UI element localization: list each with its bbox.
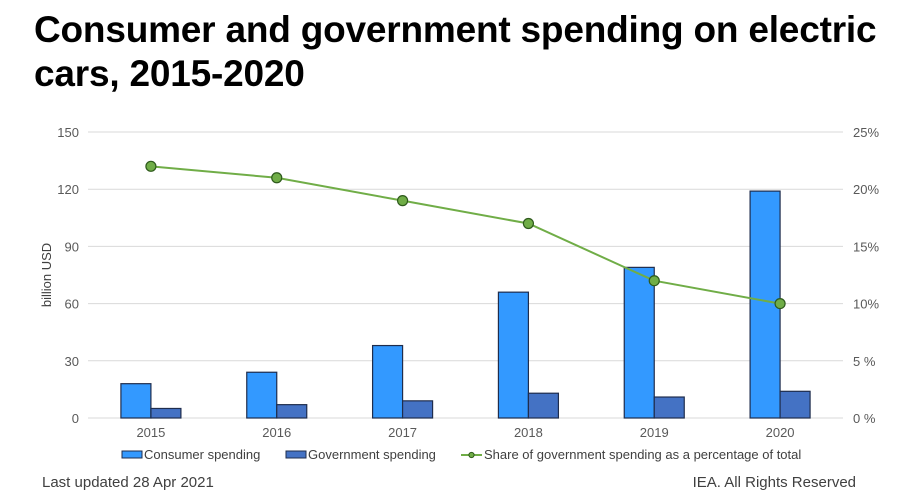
government-spending-bar	[527, 392, 560, 419]
share-point	[271, 172, 283, 184]
legend-swatch-consumer	[121, 450, 143, 459]
bars	[120, 190, 811, 419]
government-spending-bar	[779, 390, 811, 419]
legend-label-government: Government spending	[308, 447, 436, 462]
x-tick-label: 2020	[766, 425, 795, 440]
share-point	[774, 298, 786, 310]
y2-tick-label: 25%	[853, 125, 879, 140]
y2-tick-label: 0 %	[853, 411, 876, 426]
x-tick-label: 2017	[388, 425, 417, 440]
share-line-series	[145, 160, 786, 310]
legend: Consumer spending Government spending Shar…	[121, 447, 801, 462]
right-axis-ticks: 0 % 5 % 10% 15% 20% 25%	[853, 125, 879, 426]
legend-label-consumer: Consumer spending	[144, 447, 260, 462]
y-tick-label: 120	[57, 182, 79, 197]
consumer-spending-bar	[623, 266, 655, 419]
copyright-note: IEA. All Rights Reserved	[692, 474, 856, 491]
x-tick-label: 2016	[262, 425, 291, 440]
share-point	[145, 160, 157, 172]
chart-title: Consumer and government spending on elec…	[34, 9, 877, 94]
y2-tick-label: 20%	[853, 182, 879, 197]
left-axis-ticks: 0 30 60 90 120 150	[57, 125, 79, 426]
consumer-spending-bar	[246, 371, 278, 419]
consumer-spending-bar	[120, 383, 152, 419]
x-tick-label: 2019	[640, 425, 669, 440]
legend-label-share: Share of government spending as a percen…	[484, 447, 801, 462]
x-axis-ticks: 2015 2016 2017 2018 2019 2020	[136, 425, 794, 440]
y-tick-label: 150	[57, 125, 79, 140]
legend-swatch-share-marker	[468, 451, 475, 459]
last-updated-note: Last updated 28 Apr 2021	[42, 474, 214, 491]
y2-tick-label: 10%	[853, 297, 879, 312]
government-spending-bar	[653, 396, 685, 419]
share-point	[396, 195, 409, 207]
y-tick-label: 0	[72, 411, 79, 426]
share-point	[522, 217, 535, 230]
gridlines	[88, 131, 843, 419]
y-tick-label: 90	[65, 239, 79, 254]
government-spending-bar	[276, 404, 308, 419]
y-tick-label: 30	[65, 354, 79, 369]
y-axis-title: billion USD	[39, 243, 54, 307]
government-spending-bar	[401, 400, 434, 419]
legend-swatch-government	[285, 450, 307, 459]
share-point	[648, 275, 660, 287]
y-tick-label: 60	[65, 297, 79, 312]
share-line	[150, 165, 781, 305]
government-spending-bar	[150, 407, 182, 419]
y2-tick-label: 15%	[853, 239, 879, 254]
y2-tick-label: 5 %	[853, 354, 876, 369]
consumer-spending-bar	[371, 344, 404, 419]
x-tick-label: 2018	[514, 425, 543, 440]
consumer-spending-bar	[497, 291, 530, 419]
x-tick-label: 2015	[136, 425, 165, 440]
